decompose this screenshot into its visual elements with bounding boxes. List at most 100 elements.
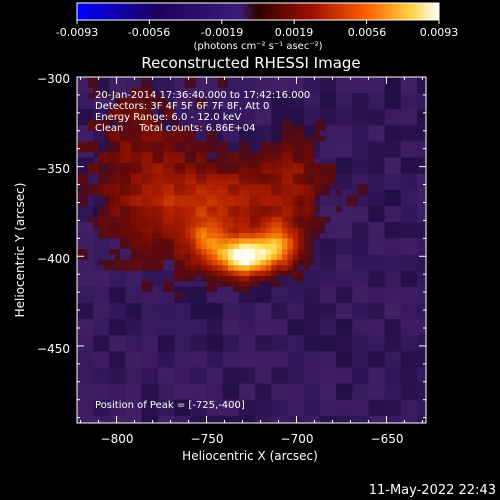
heatmap-cell — [357, 179, 364, 186]
heatmap-cell — [406, 243, 413, 250]
heatmap-cell — [395, 378, 402, 385]
colorbar-tick-label-1: -0.0056 — [128, 26, 170, 39]
heatmap-cell — [222, 270, 229, 277]
heatmap-cell — [336, 388, 343, 395]
heatmap-cell — [206, 227, 213, 234]
heatmap-cell — [390, 163, 397, 170]
heatmap-cell — [125, 82, 132, 89]
heatmap-cell — [330, 421, 337, 423]
heatmap-cell — [363, 367, 370, 374]
heatmap-cell — [120, 232, 127, 239]
heatmap-cell — [255, 211, 262, 218]
heatmap-cell — [325, 152, 332, 159]
heatmap-cell — [357, 340, 364, 347]
heatmap-cell — [93, 292, 100, 299]
heatmap-cell — [141, 383, 148, 390]
heatmap-cell — [282, 141, 289, 148]
heatmap-cell — [103, 168, 110, 175]
heatmap-cell — [255, 335, 262, 342]
heatmap-cell — [255, 243, 262, 250]
heatmap-cell — [201, 367, 208, 374]
heatmap-cell — [109, 415, 116, 422]
heatmap-cell — [384, 297, 391, 304]
heatmap-cell — [411, 243, 418, 250]
colorbar-tick-label-0: -0.0093 — [56, 26, 98, 39]
heatmap-cell — [357, 109, 364, 116]
heatmap-cell — [157, 173, 164, 180]
heatmap-cell — [341, 319, 348, 325]
heatmap-cell — [373, 394, 380, 401]
heatmap-cell — [292, 259, 299, 266]
heatmap-cell — [190, 324, 197, 331]
heatmap-cell — [368, 152, 375, 159]
heatmap-cell — [271, 421, 278, 423]
heatmap-cell — [174, 378, 181, 385]
heatmap-cell — [384, 410, 391, 417]
heatmap-cell — [179, 173, 186, 180]
heatmap-cell — [195, 222, 202, 229]
heatmap-cell — [211, 410, 218, 417]
heatmap-cell — [114, 77, 121, 83]
heatmap-cell — [357, 141, 364, 148]
heatmap-cell — [93, 77, 100, 83]
heatmap-cell — [400, 351, 407, 358]
heatmap-cell — [217, 222, 224, 229]
heatmap-cell — [103, 265, 110, 272]
heatmap-cell — [390, 195, 397, 202]
heatmap-cell — [87, 254, 94, 261]
heatmap-cell — [379, 265, 386, 272]
heatmap-cell — [222, 340, 229, 347]
heatmap-cell — [179, 362, 186, 369]
heatmap-cell — [379, 232, 386, 239]
heatmap-cell — [82, 378, 89, 385]
heatmap-cell — [255, 356, 262, 363]
heatmap-cell — [292, 211, 299, 218]
heatmap-cell — [98, 345, 105, 352]
heatmap-cell — [298, 173, 305, 180]
heatmap-cell — [179, 335, 186, 342]
heatmap-cell — [147, 254, 154, 261]
heatmap-cell — [109, 378, 116, 385]
heatmap-cell — [336, 249, 343, 256]
heatmap-cell — [244, 157, 251, 164]
heatmap-cell — [346, 265, 353, 272]
heatmap-cell — [130, 340, 137, 347]
heatmap-cell — [406, 394, 413, 401]
heatmap-cell — [395, 351, 402, 358]
heatmap-cell — [400, 114, 407, 121]
heatmap-cell — [309, 265, 316, 272]
heatmap-cell — [400, 410, 407, 417]
heatmap-cell — [222, 114, 229, 121]
heatmap-cell — [422, 114, 426, 121]
heatmap-cell — [157, 243, 164, 250]
heatmap-cell — [130, 130, 137, 137]
heatmap-cell — [400, 313, 407, 320]
heatmap-cell — [125, 275, 132, 282]
heatmap-cell — [179, 249, 186, 256]
heatmap-cell — [77, 259, 83, 266]
heatmap-cell — [98, 125, 105, 132]
heatmap-cell — [319, 405, 326, 412]
heatmap-cell — [400, 259, 407, 266]
heatmap-cell — [373, 216, 380, 223]
heatmap-cell — [114, 388, 121, 395]
heatmap-cell — [168, 388, 175, 395]
heatmap-cell — [265, 259, 272, 266]
heatmap-cell — [184, 421, 191, 423]
heatmap-cell — [114, 302, 121, 309]
heatmap-cell — [130, 313, 137, 320]
heatmap-cell — [238, 163, 245, 170]
heatmap-cell — [368, 125, 375, 132]
heatmap-cell — [233, 302, 240, 309]
heatmap-cell — [422, 362, 426, 369]
heatmap-cell — [233, 114, 240, 121]
heatmap-cell — [130, 103, 137, 110]
heatmap-cell — [238, 351, 245, 358]
heatmap-cell — [341, 216, 348, 223]
heatmap-cell — [379, 259, 386, 266]
heatmap-cell — [249, 163, 256, 170]
heatmap-cell — [373, 383, 380, 390]
heatmap-cell — [368, 216, 375, 223]
heatmap-cell — [314, 259, 321, 266]
heatmap-cell — [109, 238, 116, 245]
